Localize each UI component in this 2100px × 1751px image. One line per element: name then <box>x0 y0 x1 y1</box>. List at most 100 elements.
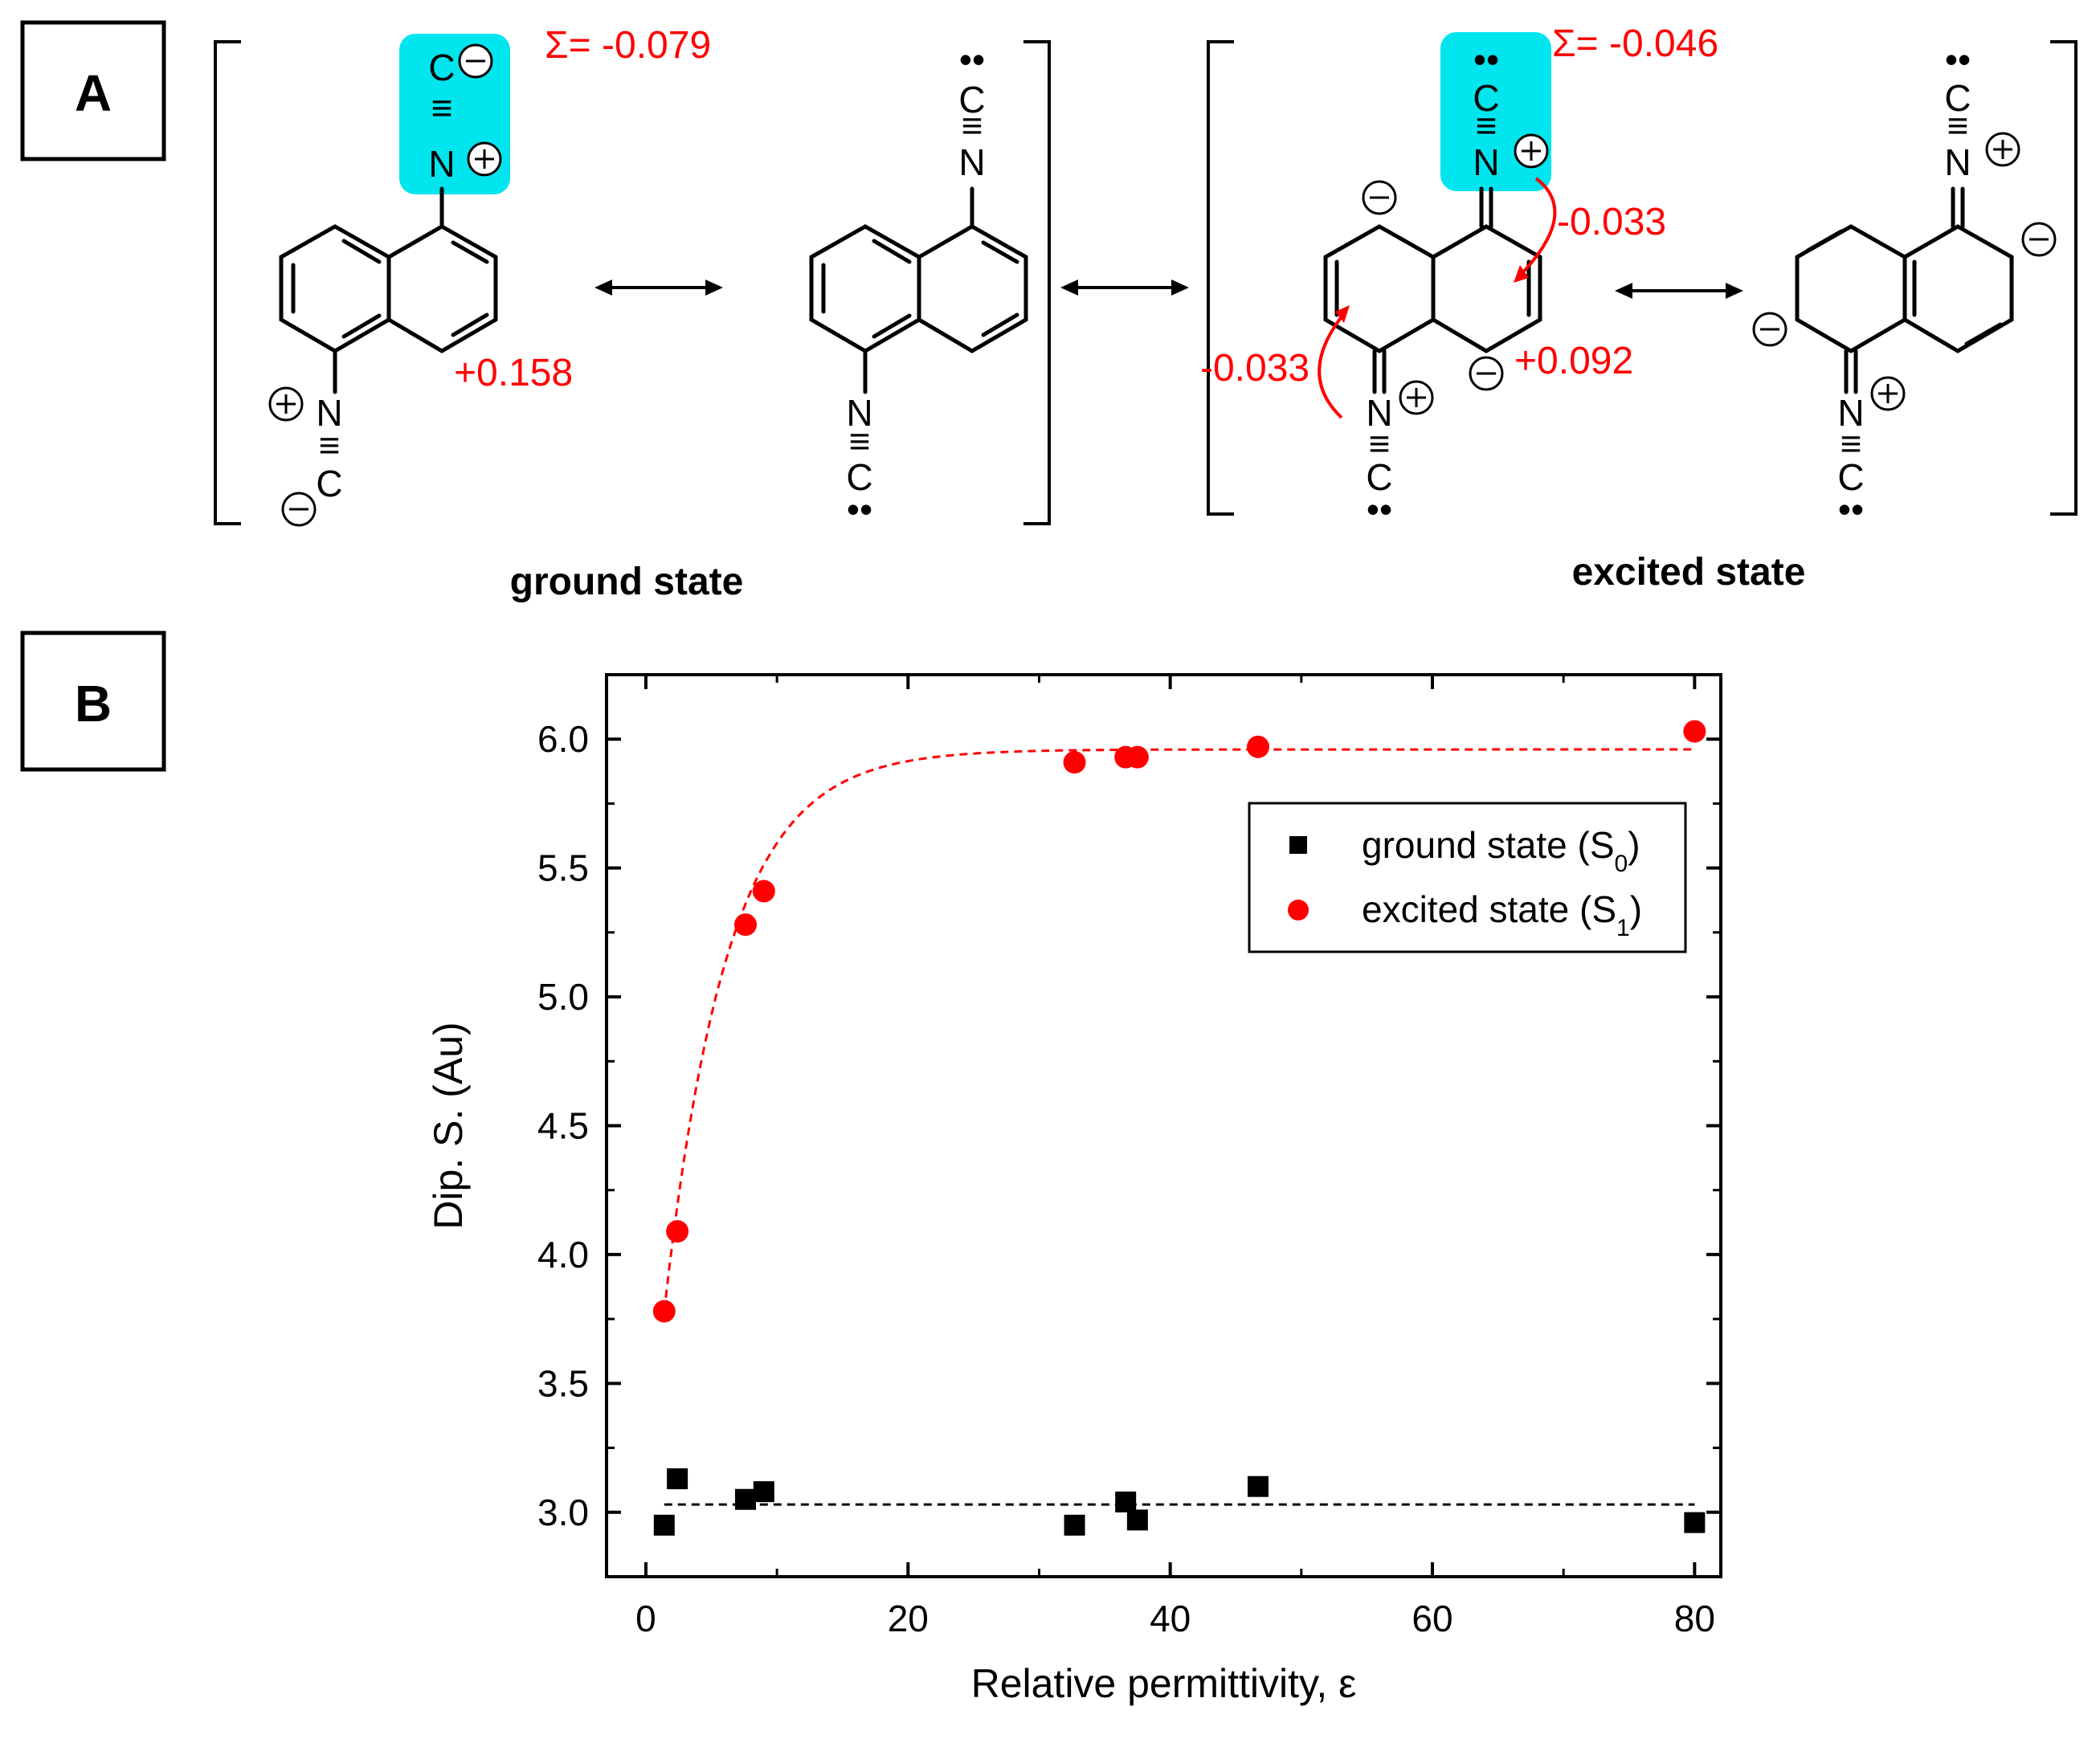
legend-box <box>1248 802 1687 953</box>
bond-triple-bottom: ≡ <box>849 420 871 462</box>
minus-charge-icon <box>458 43 493 79</box>
atom-c-top: C <box>1473 77 1499 119</box>
atom-c-bottom: C <box>1366 456 1392 498</box>
atom-n-bottom: N <box>846 392 872 434</box>
arrow-left-icon <box>1318 310 1347 419</box>
minus-charge-icon <box>2021 222 2057 257</box>
arrow-top-label: -0.033 <box>1557 201 1666 243</box>
fit-line-series-1 <box>663 748 1695 1312</box>
axes-ticks: 0 20 40 60 80 3.0 3.5 4.0 4.5 5.0 5.5 6.0 <box>537 675 1721 1639</box>
lone-pair-top: •• <box>1945 39 1971 80</box>
point-excited-state <box>733 913 757 937</box>
legend-ground: ground state (S0) <box>1362 824 1640 877</box>
resonance-arrow-2 <box>1060 280 1189 296</box>
point-excited-state <box>652 1300 676 1323</box>
x-tick-label: 40 <box>1150 1598 1191 1639</box>
point-excited-state <box>1063 751 1086 774</box>
resonance-arrow-3 <box>1615 283 1743 299</box>
minus-charge-icon <box>1752 312 1787 347</box>
plus-charge-icon <box>268 386 304 422</box>
lone-pair-bottom: •• <box>1838 488 1864 530</box>
panel-b: B 0 20 40 60 80 3.0 3.5 4.0 4.5 5.0 5.5 6.0 Relativ… <box>20 631 1722 1706</box>
panel-b-label-box <box>20 631 166 772</box>
bond-triple-top: ≡ <box>1947 104 1969 146</box>
point-excited-state <box>1246 735 1269 758</box>
legend-circle-icon <box>1288 900 1309 920</box>
plus-charge-icon <box>1399 380 1434 415</box>
lone-pair-top: •• <box>959 39 985 80</box>
charge-ground-label: +0.158 <box>454 352 573 394</box>
arrow-top-head-icon <box>1514 265 1529 283</box>
bracket-ground-right <box>1023 40 1051 525</box>
atom-c-top: C <box>958 79 985 120</box>
point-ground-state <box>1115 1491 1137 1512</box>
atom-n-top: N <box>1944 141 1971 183</box>
atom-n-bottom: N <box>316 392 342 434</box>
point-ground-state <box>1247 1475 1269 1497</box>
x-tick-label: 20 <box>888 1598 929 1639</box>
y-tick-label: 4.0 <box>537 1234 589 1275</box>
resonance-arrow-1 <box>594 280 723 296</box>
bond-triple-top: ≡ <box>1476 104 1497 146</box>
y-tick-label: 3.0 <box>537 1492 589 1533</box>
point-excited-state <box>752 880 775 903</box>
x-tick-label: 60 <box>1412 1598 1452 1639</box>
y-tick-label: 3.5 <box>537 1362 589 1404</box>
minus-charge-icon <box>1469 356 1504 391</box>
atom-n-top: N <box>428 143 455 185</box>
excited-state-label: excited state <box>1572 551 1806 594</box>
structure-ground-2: •• C ≡ N N ≡ C •• <box>809 39 1028 530</box>
bracket-excited-left <box>1207 40 1234 516</box>
legend-square-icon <box>1289 836 1307 854</box>
plus-charge-icon <box>1985 132 2020 167</box>
atom-c-top: C <box>1944 77 1971 119</box>
fit-lines <box>663 748 1695 1506</box>
charge-excited-label: +0.092 <box>1514 340 1633 382</box>
x-axis-label: Relative permittivity, ε <box>971 1661 1357 1706</box>
panel-a-label-box <box>20 20 166 161</box>
sigma-excited-label: Σ= -0.046 <box>1552 22 1718 65</box>
plus-charge-icon <box>1514 133 1549 169</box>
y-tick-label: 5.0 <box>537 976 589 1018</box>
x-tick-label: 80 <box>1674 1598 1715 1639</box>
chart: 0 20 40 60 80 3.0 3.5 4.0 4.5 5.0 5.5 6.0 Relative … <box>426 673 1722 1706</box>
structure-ground-1: C ≡ N N ≡ C Σ= -0.079 +0.158 <box>268 24 711 527</box>
point-ground-state <box>1064 1514 1085 1536</box>
point-ground-state <box>653 1514 675 1536</box>
point-excited-state <box>1683 720 1706 743</box>
sigma-ground-label: Σ= -0.079 <box>545 24 711 67</box>
atom-c-bottom: C <box>846 456 872 498</box>
y-tick-label: 5.5 <box>537 847 589 889</box>
panel-a-label: A <box>75 64 112 122</box>
minus-charge-icon <box>281 492 317 527</box>
legend: ground state (S0) excited state (S1) <box>1248 802 1687 953</box>
y-axis-label: Dip. S. (Au) <box>426 1022 471 1229</box>
bond-triple-bottom: ≡ <box>1369 422 1391 464</box>
bond-triple-top: ≡ <box>962 104 983 146</box>
lone-pair-bottom: •• <box>1367 488 1392 530</box>
point-ground-state <box>753 1481 774 1503</box>
atom-c-top: C <box>428 47 455 88</box>
atom-c-bottom: C <box>1837 456 1864 498</box>
panel-b-label: B <box>75 675 112 733</box>
legend-excited: excited state (S1) <box>1362 888 1642 941</box>
atom-n-bottom: N <box>1837 392 1864 434</box>
minus-charge-icon <box>1362 180 1397 215</box>
point-ground-state <box>667 1468 688 1490</box>
data-marks <box>652 720 1706 1536</box>
panel-a: A C ≡ N <box>20 20 2078 603</box>
arrow-left-head-icon <box>1335 305 1350 323</box>
atom-n-bottom: N <box>1366 392 1392 434</box>
bond-triple-top: ≡ <box>431 87 453 129</box>
atom-n-top: N <box>1473 141 1499 183</box>
arrow-top-icon <box>1517 177 1557 279</box>
plus-charge-icon <box>1870 376 1906 411</box>
bond-triple-bottom: ≡ <box>1841 422 1862 464</box>
point-excited-state <box>666 1220 689 1243</box>
point-ground-state <box>1126 1509 1148 1531</box>
y-tick-label: 4.5 <box>537 1105 589 1147</box>
atom-c-bottom: C <box>316 463 342 504</box>
point-excited-state <box>1126 745 1149 769</box>
x-tick-label: 0 <box>635 1598 656 1639</box>
